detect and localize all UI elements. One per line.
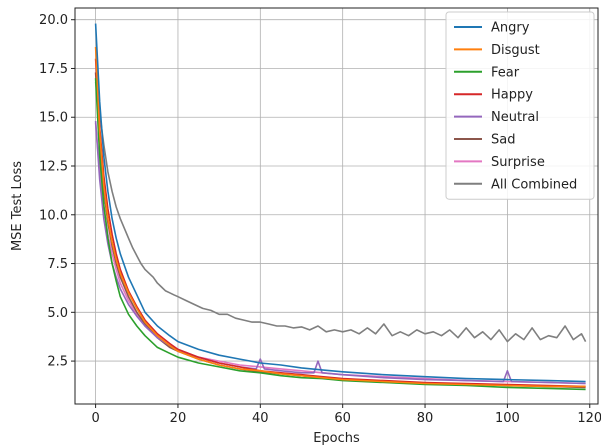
legend-label-fear: Fear <box>491 65 520 80</box>
series-line-neutral <box>94 121 586 385</box>
series-line-fear <box>94 78 586 391</box>
axis-ticks: 0 20 40 60 80 100 120 2.5 5.0 7.5 10.0 12.5 15.0 17.5… <box>39 13 601 426</box>
y-tick-label: 15.0 <box>39 111 68 126</box>
y-tick-label: 5.0 <box>47 306 68 321</box>
x-tick-label: 60 <box>334 411 351 426</box>
legend-label-all-combined: All Combined <box>491 177 577 192</box>
series-line-all-combined <box>94 81 587 343</box>
x-tick-label: 80 <box>417 411 434 426</box>
legend: Angry Disgust Fear Happy Neutral Sad Surprise A… <box>445 11 595 200</box>
legend-label-happy: Happy <box>491 88 533 103</box>
series-layer <box>94 23 587 391</box>
series-line-angry <box>94 23 586 383</box>
legend-label-surprise: Surprise <box>491 155 545 170</box>
legend-label-angry: Angry <box>491 21 530 36</box>
x-tick-label: 0 <box>91 411 99 426</box>
y-tick-label: 17.5 <box>39 62 68 77</box>
y-tick-label: 10.0 <box>39 208 68 223</box>
legend-label-sad: Sad <box>491 133 515 148</box>
x-tick-label: 40 <box>252 411 269 426</box>
legend-label-disgust: Disgust <box>491 43 540 58</box>
x-axis-label: Epochs <box>313 431 360 445</box>
grid-lines <box>75 8 598 404</box>
x-tick-label: 100 <box>495 411 520 426</box>
series-line-happy <box>94 58 586 388</box>
legend-box <box>445 11 595 200</box>
x-tick-label: 20 <box>170 411 187 426</box>
y-tick-label: 7.5 <box>47 257 68 272</box>
y-tick-label: 12.5 <box>39 160 68 175</box>
plot-frame <box>74 7 599 405</box>
legend-label-neutral: Neutral <box>491 110 539 125</box>
y-tick-label: 2.5 <box>47 355 68 370</box>
y-tick-label: 20.0 <box>39 13 68 28</box>
x-tick-label: 120 <box>577 411 601 426</box>
y-axis-label: MSE Test Loss <box>10 161 25 251</box>
series-line-disgust <box>94 46 586 388</box>
